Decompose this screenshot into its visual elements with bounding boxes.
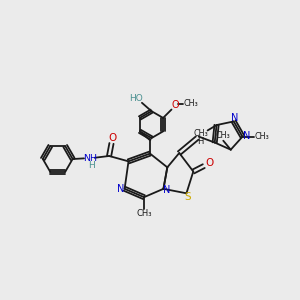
Text: H: H [88, 161, 95, 170]
Text: HO: HO [129, 94, 143, 103]
Text: CH₃: CH₃ [254, 132, 269, 141]
Text: O: O [108, 133, 116, 143]
Text: CH₃: CH₃ [215, 131, 230, 140]
Text: N: N [117, 184, 125, 194]
Text: CH₃: CH₃ [136, 209, 152, 218]
Text: O: O [206, 158, 214, 168]
Text: CH₃: CH₃ [184, 99, 198, 108]
Text: O: O [172, 100, 179, 110]
Text: N: N [243, 131, 250, 141]
Text: N: N [163, 185, 170, 195]
Text: H: H [198, 137, 204, 146]
Text: S: S [184, 192, 191, 202]
Text: NH: NH [84, 154, 98, 163]
Text: CH₃: CH₃ [194, 129, 208, 138]
Text: N: N [231, 113, 238, 123]
